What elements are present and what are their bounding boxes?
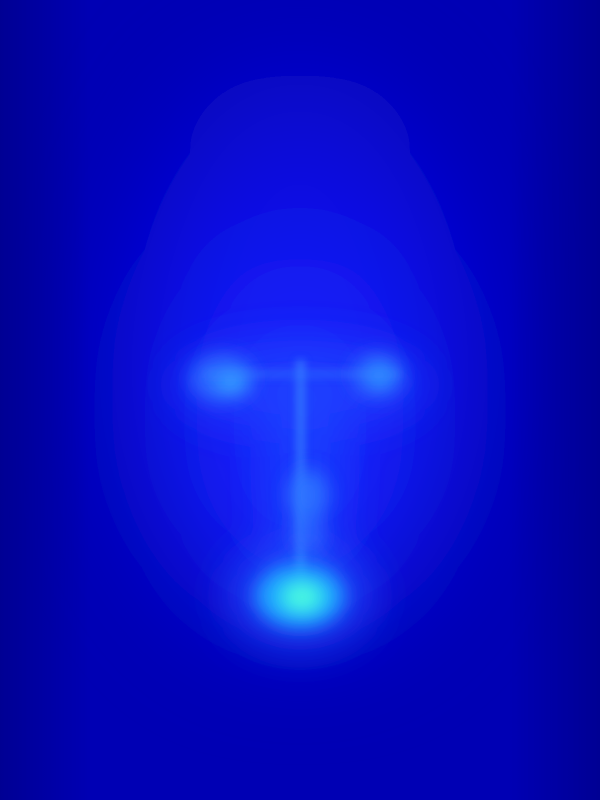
edge-vignette <box>0 0 600 800</box>
attention-heatmap <box>0 0 600 800</box>
heatmap-canvas <box>0 0 600 800</box>
